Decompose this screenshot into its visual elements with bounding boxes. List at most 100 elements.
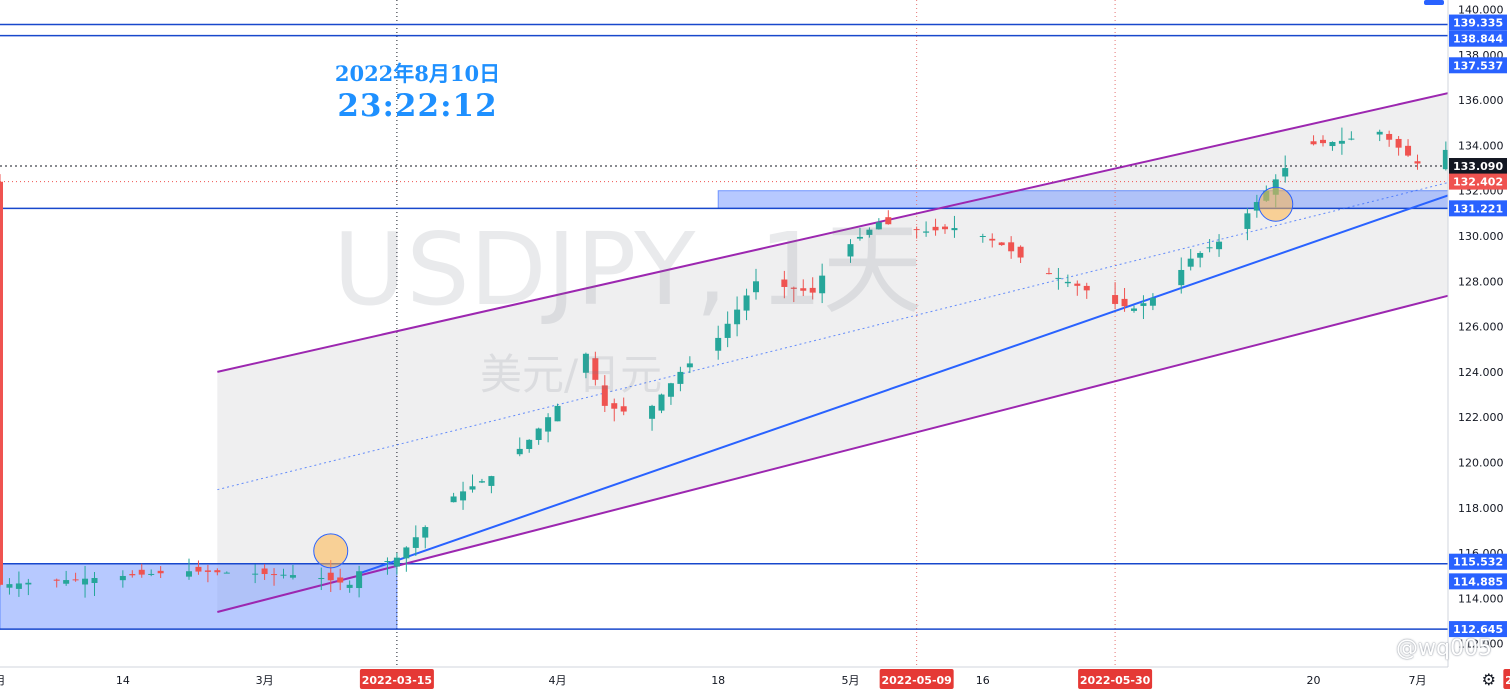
candle-body <box>913 229 920 231</box>
timestamp-time: 23:22:12 <box>337 88 498 124</box>
candle-body <box>592 358 599 380</box>
candle-body <box>148 573 155 575</box>
candle-body <box>1064 281 1071 284</box>
candle-body <box>1074 283 1081 286</box>
candle-body <box>620 406 627 412</box>
candle-body <box>280 574 287 576</box>
candle-body <box>1405 145 1412 156</box>
time-axis-tick: 5月 <box>842 674 860 687</box>
price-label-text: 132.402 <box>1453 176 1503 189</box>
symbol-description-watermark: 美元/日元 <box>480 350 663 399</box>
author-watermark: @wq005 <box>1396 636 1492 661</box>
candle-body <box>63 580 70 584</box>
candle-body <box>942 226 948 230</box>
candle-body <box>186 571 192 577</box>
candle-body <box>1140 303 1147 306</box>
candle-body <box>809 287 816 293</box>
price-axis-tick: 118.000 <box>1458 502 1504 515</box>
price-label-box <box>1449 173 1507 190</box>
price-label-box <box>1449 30 1507 47</box>
date-label-box <box>879 669 954 689</box>
price-axis-tick: 140.000 <box>1458 4 1504 17</box>
plot-area <box>0 0 1448 667</box>
time-axis-tick: 月 <box>0 674 6 687</box>
candle-body <box>318 578 325 580</box>
candle-body <box>1112 295 1119 304</box>
candle-body <box>1395 138 1402 148</box>
candle-body <box>1348 138 1355 140</box>
price-label-text: 112.645 <box>1453 623 1503 636</box>
candle-body <box>535 428 542 440</box>
candle-body <box>790 287 797 289</box>
date-label-text: 2022-05-09 <box>881 674 951 687</box>
symbol-watermark: USDJPY, 1天 <box>333 211 923 328</box>
candle-body <box>1197 252 1204 258</box>
settings-gear-icon[interactable]: ⚙ <box>1481 670 1496 689</box>
candle-body <box>998 242 1005 246</box>
candle-body <box>724 323 731 338</box>
price-axis-tick: 128.000 <box>1458 275 1504 288</box>
candle-body <box>1178 269 1185 286</box>
time-axis-tick: 7月 <box>1409 674 1427 687</box>
price-axis-tick: 134.000 <box>1458 139 1504 152</box>
candle-body <box>866 229 873 235</box>
time-axis-background <box>0 667 1448 691</box>
price-label-text: 133.090 <box>1453 160 1503 173</box>
date-label-text: 2022-05-30 <box>1080 674 1151 687</box>
price-label-text: 138.844 <box>1453 33 1503 46</box>
price-label-box <box>1449 158 1507 175</box>
candle-body <box>261 568 268 575</box>
channel-upper-line <box>217 92 1448 373</box>
candle-body <box>1017 246 1024 258</box>
candle-body <box>1149 297 1156 306</box>
candle-body <box>1282 168 1289 177</box>
candle-body <box>1329 142 1336 147</box>
candle-body <box>403 547 410 559</box>
candle-body <box>658 394 665 411</box>
candle-body <box>91 578 98 583</box>
candle-body <box>932 226 939 231</box>
candle-body <box>1055 277 1062 279</box>
channel-lower-line <box>217 294 1448 613</box>
candle-body <box>337 577 344 583</box>
candle-body <box>1083 285 1090 291</box>
candle-body <box>781 279 788 287</box>
date-label-box <box>359 669 434 689</box>
channel-fill <box>217 93 1448 612</box>
candle-body <box>327 572 334 581</box>
timestamp-stamp: 2022年8月10日 23:22:12 <box>300 60 535 124</box>
time-axis-tick: 20 <box>1307 674 1321 687</box>
candle-body <box>753 281 759 293</box>
date-label-text: 2022-03-15 <box>362 674 432 687</box>
candle-body <box>412 537 419 548</box>
candle-body <box>478 481 485 483</box>
candle-body <box>800 288 807 291</box>
candle-body <box>1376 131 1383 135</box>
candle-body <box>875 222 882 230</box>
candle-body <box>271 574 278 576</box>
candle-body <box>649 405 656 419</box>
candle-body <box>1216 241 1223 250</box>
candle-body <box>686 363 693 368</box>
highlight-circle <box>1258 186 1294 222</box>
candle-body <box>195 566 202 572</box>
price-label-text: 115.532 <box>1453 556 1503 569</box>
candle-body <box>460 491 467 501</box>
candle-body <box>545 417 552 432</box>
time-axis-tick: 18 <box>711 674 725 687</box>
candle-body <box>715 337 722 351</box>
price-label-box <box>1449 573 1507 590</box>
price-label-text: 114.885 <box>1453 575 1503 588</box>
candle-body <box>1008 242 1015 252</box>
candle-body <box>450 496 457 503</box>
candle-body <box>554 405 561 422</box>
candle-body <box>223 572 230 574</box>
candle-body <box>469 486 476 490</box>
timestamp-date: 2022年8月10日 <box>334 61 501 86</box>
candle-body <box>82 578 89 585</box>
price-axis-tick: 136.000 <box>1458 94 1504 107</box>
candle-body <box>1320 139 1326 144</box>
candle-body <box>356 571 363 589</box>
